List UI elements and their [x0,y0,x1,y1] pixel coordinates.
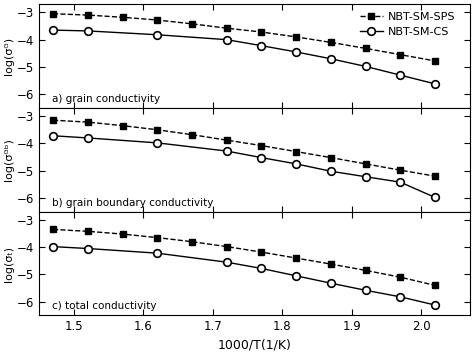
NBT-SM-SPS [85,13,91,17]
NBT-SM-CS [85,246,91,251]
NBT-SM-CS [259,266,264,271]
NBT-SM-SPS [50,12,56,16]
NBT-SM-CS [363,174,368,179]
NBT-SM-CS [155,33,160,37]
NBT-SM-CS [224,37,229,42]
NBT-SM-CS [259,43,264,48]
NBT-SM-CS [398,295,403,299]
NBT-SM-SPS [398,275,403,279]
NBT-SM-SPS [120,232,126,236]
Text: c) total conductivity: c) total conductivity [52,301,156,311]
NBT-SM-CS [50,245,56,249]
NBT-SM-SPS [155,235,160,240]
Line: NBT-SM-SPS: NBT-SM-SPS [50,226,438,289]
Line: NBT-SM-CS: NBT-SM-CS [49,243,439,309]
NBT-SM-CS [155,251,160,255]
NBT-SM-SPS [328,40,334,44]
Y-axis label: log(σₜ): log(σₜ) [4,246,14,282]
NBT-SM-SPS [293,35,299,39]
NBT-SM-SPS [328,262,334,266]
NBT-SM-CS [155,141,160,145]
NBT-SM-SPS [259,250,264,254]
NBT-SM-SPS [50,227,56,231]
NBT-SM-CS [224,260,229,264]
Line: NBT-SM-CS: NBT-SM-CS [49,26,439,88]
NBT-SM-CS [398,73,403,77]
NBT-SM-SPS [328,156,334,160]
Legend: NBT-SM-SPS, NBT-SM-CS: NBT-SM-SPS, NBT-SM-CS [360,12,456,37]
NBT-SM-CS [398,180,403,184]
NBT-SM-SPS [363,46,368,51]
NBT-SM-SPS [224,138,229,142]
Y-axis label: log(σᴳᵇ): log(σᴳᵇ) [4,138,14,181]
NBT-SM-CS [50,28,56,32]
NBT-SM-SPS [189,240,195,244]
NBT-SM-SPS [85,120,91,124]
NBT-SM-SPS [155,18,160,22]
Text: b) grain boundary conductivity: b) grain boundary conductivity [52,198,213,208]
NBT-SM-SPS [398,53,403,57]
NBT-SM-SPS [85,229,91,234]
NBT-SM-SPS [363,162,368,166]
NBT-SM-CS [85,136,91,140]
NBT-SM-CS [328,57,334,61]
NBT-SM-SPS [293,256,299,260]
X-axis label: 1000/T(1/K): 1000/T(1/K) [218,339,292,352]
NBT-SM-CS [293,274,299,278]
NBT-SM-SPS [432,174,438,178]
NBT-SM-CS [293,50,299,54]
NBT-SM-CS [259,156,264,160]
NBT-SM-SPS [155,127,160,132]
NBT-SM-CS [224,149,229,153]
Y-axis label: log(σᴳ): log(σᴳ) [4,37,14,75]
Line: NBT-SM-SPS: NBT-SM-SPS [50,117,438,180]
NBT-SM-SPS [398,168,403,172]
NBT-SM-CS [328,169,334,173]
NBT-SM-SPS [224,245,229,249]
NBT-SM-SPS [432,283,438,288]
NBT-SM-SPS [120,124,126,128]
Line: NBT-SM-SPS: NBT-SM-SPS [50,10,438,64]
NBT-SM-SPS [259,143,264,148]
NBT-SM-CS [432,82,438,86]
NBT-SM-SPS [50,118,56,122]
NBT-SM-CS [85,29,91,33]
NBT-SM-CS [363,64,368,69]
NBT-SM-SPS [189,132,195,137]
NBT-SM-CS [50,134,56,138]
NBT-SM-CS [363,288,368,292]
NBT-SM-CS [432,303,438,307]
NBT-SM-SPS [293,150,299,154]
NBT-SM-CS [432,195,438,200]
Text: a) grain conductivity: a) grain conductivity [52,94,160,104]
NBT-SM-CS [293,162,299,166]
NBT-SM-SPS [224,26,229,30]
NBT-SM-SPS [120,15,126,20]
NBT-SM-SPS [189,22,195,26]
NBT-SM-SPS [432,59,438,63]
Line: NBT-SM-CS: NBT-SM-CS [49,132,439,201]
NBT-SM-SPS [363,268,368,272]
NBT-SM-SPS [259,30,264,34]
NBT-SM-CS [328,281,334,286]
